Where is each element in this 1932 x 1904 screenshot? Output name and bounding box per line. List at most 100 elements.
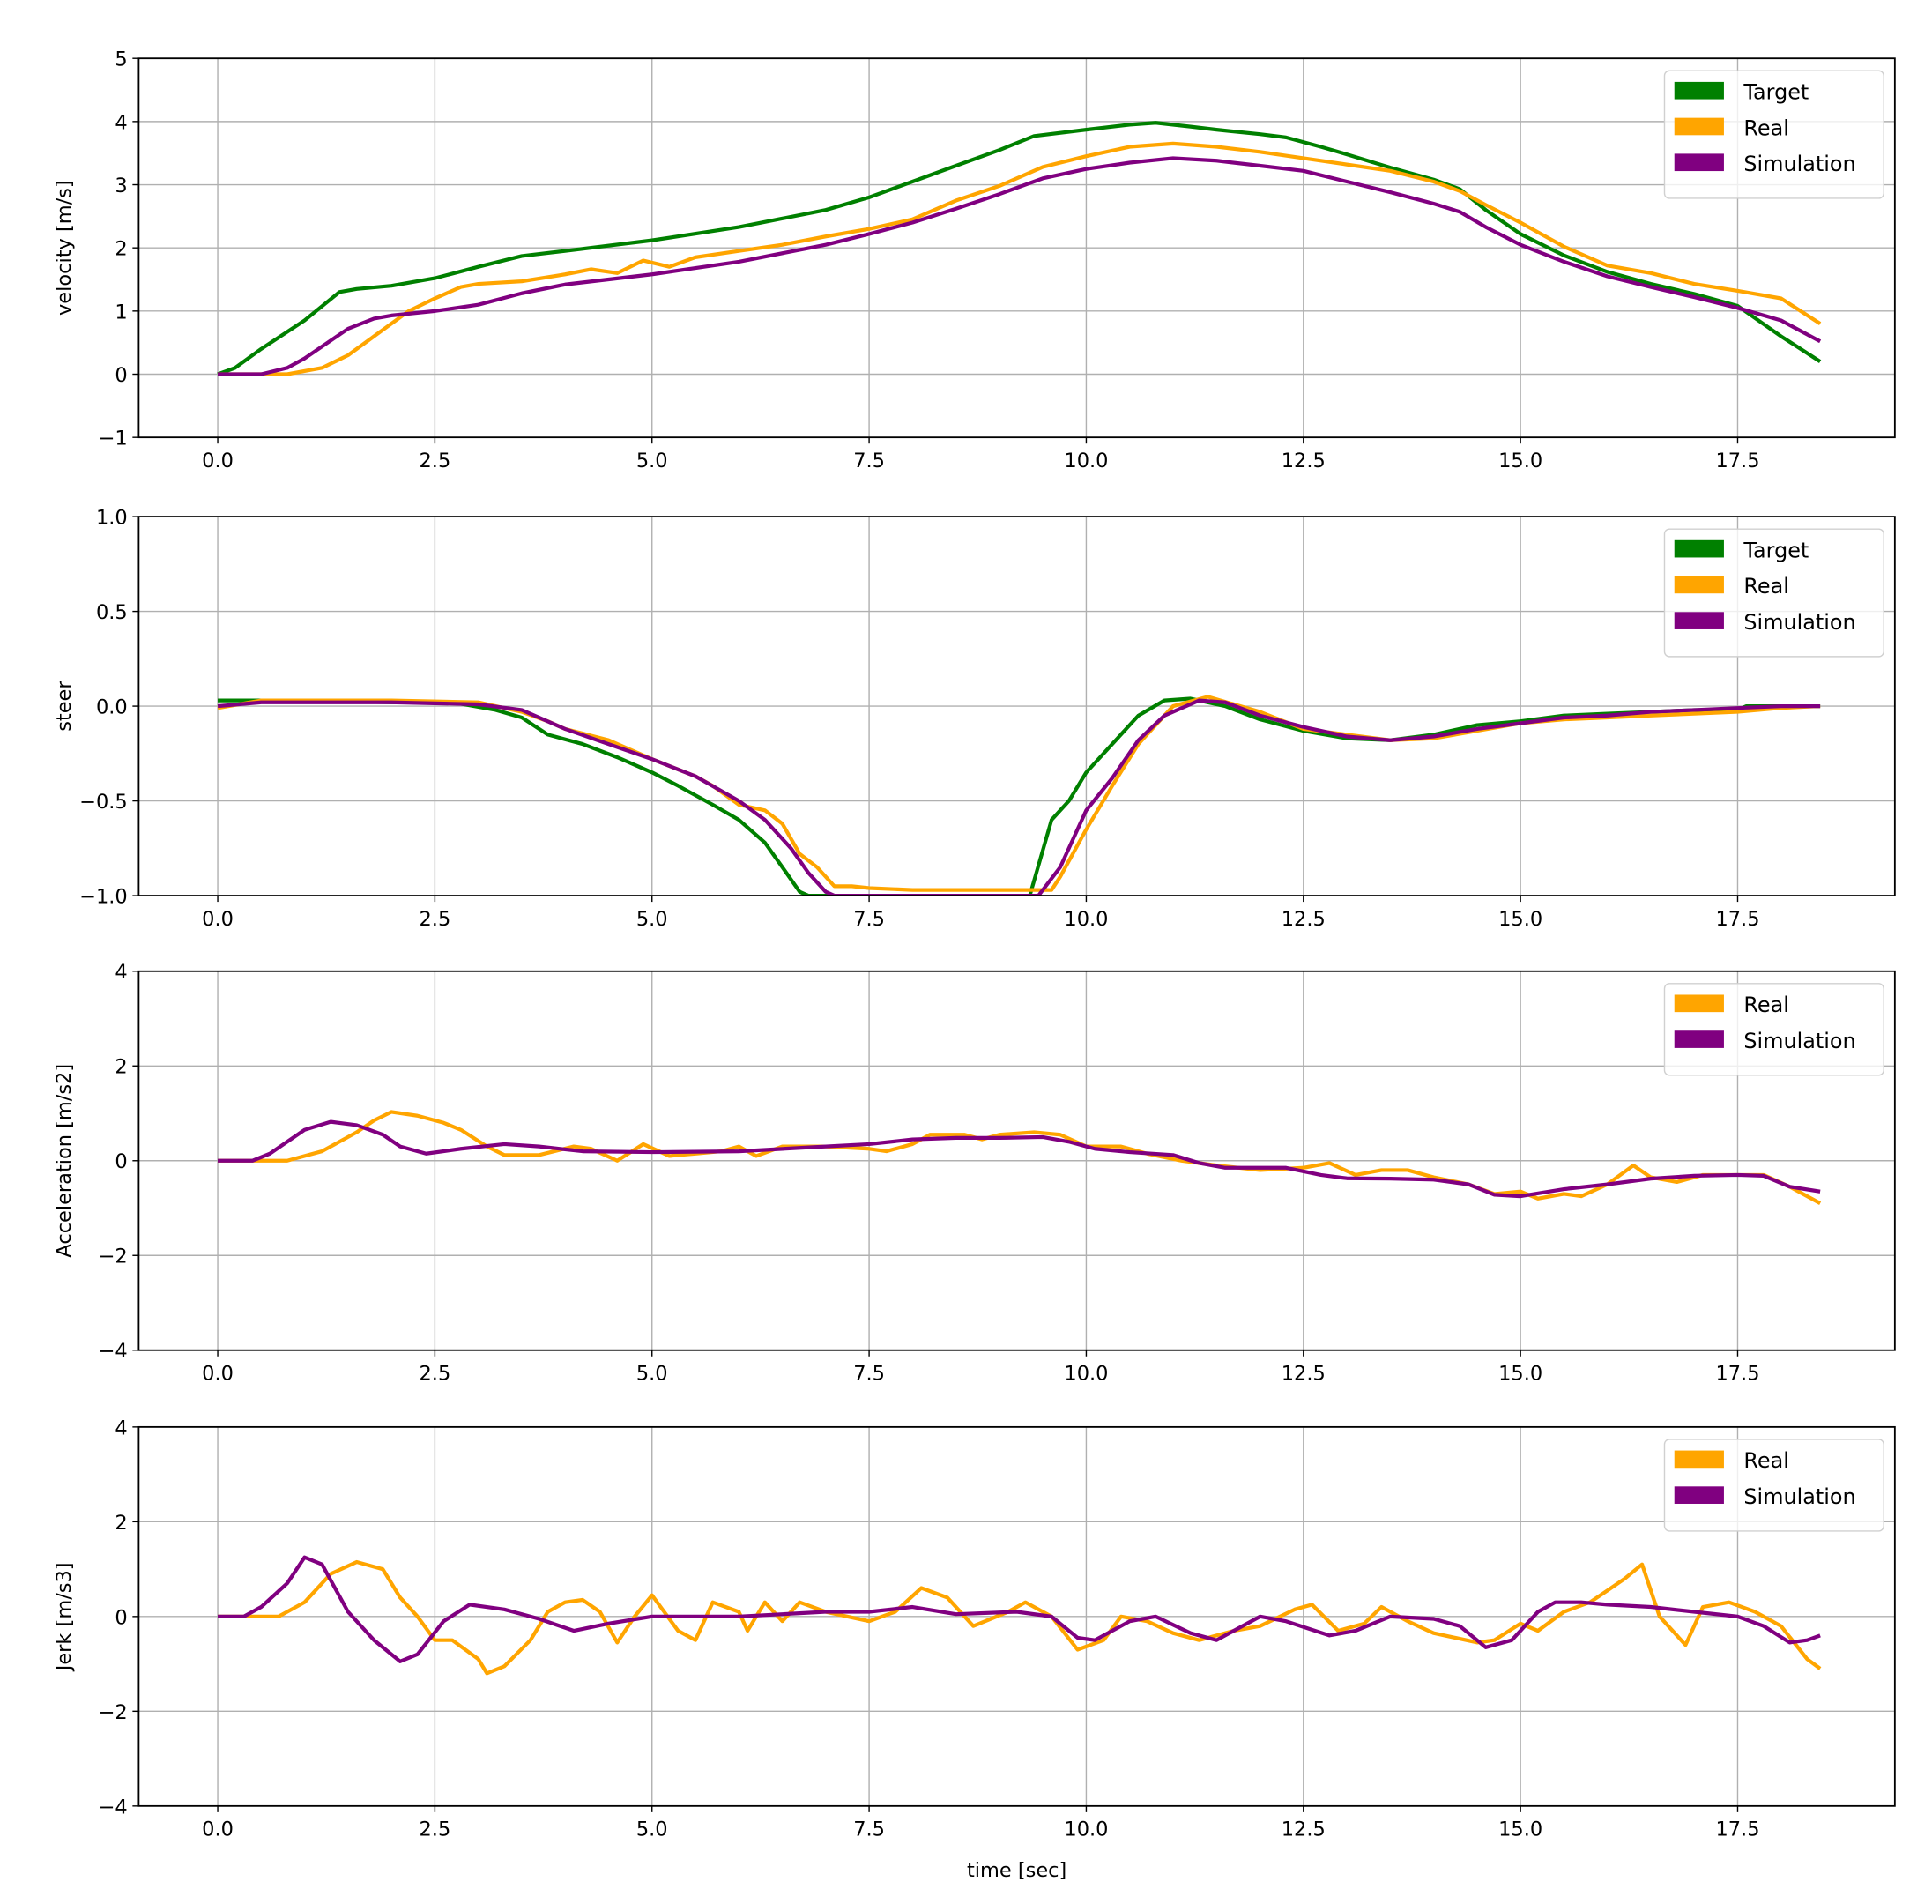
x-tick-label: 0.0 [202,1818,234,1841]
axes-frame [137,57,1896,439]
legend-label: Real [1743,115,1788,140]
subplot-1: 0.0 2.5 5.0 7.5 10.0 12.5 15.0 17.5 −1.0 −0.5 0.0 0… [53,507,1896,931]
x-tick-label: 5.0 [636,1818,668,1841]
series-line-simulation [217,698,1821,896]
legend-label: Simulation [1743,1484,1855,1509]
subplot-0: 0.0 2.5 5.0 7.5 10.0 12.5 15.0 17.5 −1 0 1 2 3 4 5 velo… [53,48,1896,472]
x-tick-label: 12.5 [1282,908,1326,931]
x-tick-label: 7.5 [853,1362,885,1385]
legend-swatch-real [1674,994,1724,1013]
y-tick-label: −1 [99,428,128,450]
axes-frame [137,516,1896,896]
y-tick-label: 4 [115,111,127,134]
x-tick-label: 5.0 [636,450,668,472]
legend: Target Real Simulation [1663,528,1884,658]
y-tick-label: 0.5 [96,601,128,624]
y-tick-label: −4 [99,1340,128,1363]
legend-label: Simulation [1743,610,1855,635]
y-tick-label: 4 [115,1417,127,1439]
x-tick-label: 2.5 [420,908,451,931]
subplot-2: 0.0 2.5 5.0 7.5 10.0 12.5 15.0 17.5 −4 −2 0 2 4 Accel… [53,961,1896,1385]
x-tick-label: 15.0 [1498,450,1542,472]
legend-swatch-target [1674,81,1724,100]
series-line-real [218,1559,1822,1676]
y-tick-label: 0 [115,1606,127,1629]
series-line-real [218,141,1822,376]
x-tick-label: 15.0 [1498,1362,1542,1385]
legend-swatch-target [1674,539,1724,558]
x-tick-label: 10.0 [1064,1362,1108,1385]
legend-swatch-simulation [1674,612,1724,629]
x-tick-label: 7.5 [853,450,885,472]
x-tick-label: 12.5 [1282,450,1326,472]
series-line-real [218,1110,1822,1205]
x-tick-label: 0.0 [202,908,234,931]
legend-label: Target [1743,80,1809,105]
y-axis-label: velocity [m/s] [53,180,76,316]
legend-swatch-simulation [1674,153,1724,172]
legend-swatch-real [1674,576,1724,594]
y-axis-label: Jerk [m/s3] [53,1562,76,1672]
x-tick-label: 15.0 [1498,908,1542,931]
subplot-3: 0.0 2.5 5.0 7.5 10.0 12.5 15.0 17.5 −4 −2 0 2 4 Jerk … [53,1417,1896,1882]
x-tick-label: 0.0 [202,1362,234,1385]
x-tick-label: 7.5 [853,908,885,931]
x-tick-label: 2.5 [420,1362,451,1385]
y-tick-label: 4 [115,961,127,984]
x-tick-label: 10.0 [1064,1818,1108,1841]
y-tick-label: −0.5 [79,791,128,814]
series-line-simulation [218,156,1822,376]
x-tick-label: 17.5 [1715,908,1759,931]
legend: Target Real Simulation [1663,70,1884,199]
legend-label: Real [1743,1448,1788,1473]
x-tick-label: 0.0 [202,450,234,472]
x-tick-label: 2.5 [420,1818,451,1841]
series-line-simulation [218,1119,1821,1199]
x-axis-label: time [sec] [967,1859,1066,1882]
x-tick-label: 10.0 [1064,908,1108,931]
series-line-target [218,696,1821,896]
legend-swatch-real [1674,1450,1724,1469]
legend-swatch-real [1674,117,1724,136]
axes-frame [137,970,1896,1351]
series-line-target [217,121,1822,376]
y-tick-label: 0.0 [96,696,128,719]
y-tick-label: 0 [115,1150,127,1173]
legend-label: Real [1743,574,1788,599]
x-tick-label: 7.5 [853,1818,885,1841]
y-axis-label: steer [53,681,76,732]
y-tick-label: 1 [115,301,127,324]
legend-swatch-simulation [1674,1030,1724,1048]
y-tick-label: −2 [99,1701,128,1724]
x-tick-label: 5.0 [636,1362,668,1385]
series-line-simulation [218,1555,1821,1663]
legend-swatch-simulation [1674,1486,1724,1504]
series-line-real [217,695,1821,892]
y-tick-label: 1.0 [96,507,128,530]
y-tick-label: −2 [99,1246,128,1268]
y-tick-label: 2 [115,238,127,261]
x-tick-label: 12.5 [1282,1362,1326,1385]
y-tick-label: 0 [115,364,127,387]
y-tick-label: 3 [115,175,127,197]
x-tick-label: 15.0 [1498,1818,1542,1841]
x-tick-label: 17.5 [1715,450,1759,472]
legend-label: Simulation [1743,152,1855,176]
legend-label: Target [1743,538,1809,562]
x-tick-label: 2.5 [420,450,451,472]
legend: Real Simulation [1663,1439,1884,1532]
y-axis-label: Acceleration [m/s2] [53,1064,76,1258]
y-tick-label: 2 [115,1512,127,1535]
legend-label: Real [1743,993,1788,1017]
x-tick-label: 12.5 [1282,1818,1326,1841]
y-tick-label: 2 [115,1056,127,1079]
x-tick-label: 5.0 [636,908,668,931]
y-tick-label: 5 [115,48,127,71]
y-tick-label: −1.0 [79,885,128,908]
legend-label: Simulation [1743,1029,1855,1053]
axes-frame [137,1425,1896,1807]
x-tick-label: 10.0 [1064,450,1108,472]
y-tick-label: −4 [99,1796,128,1818]
x-tick-label: 17.5 [1715,1818,1759,1841]
